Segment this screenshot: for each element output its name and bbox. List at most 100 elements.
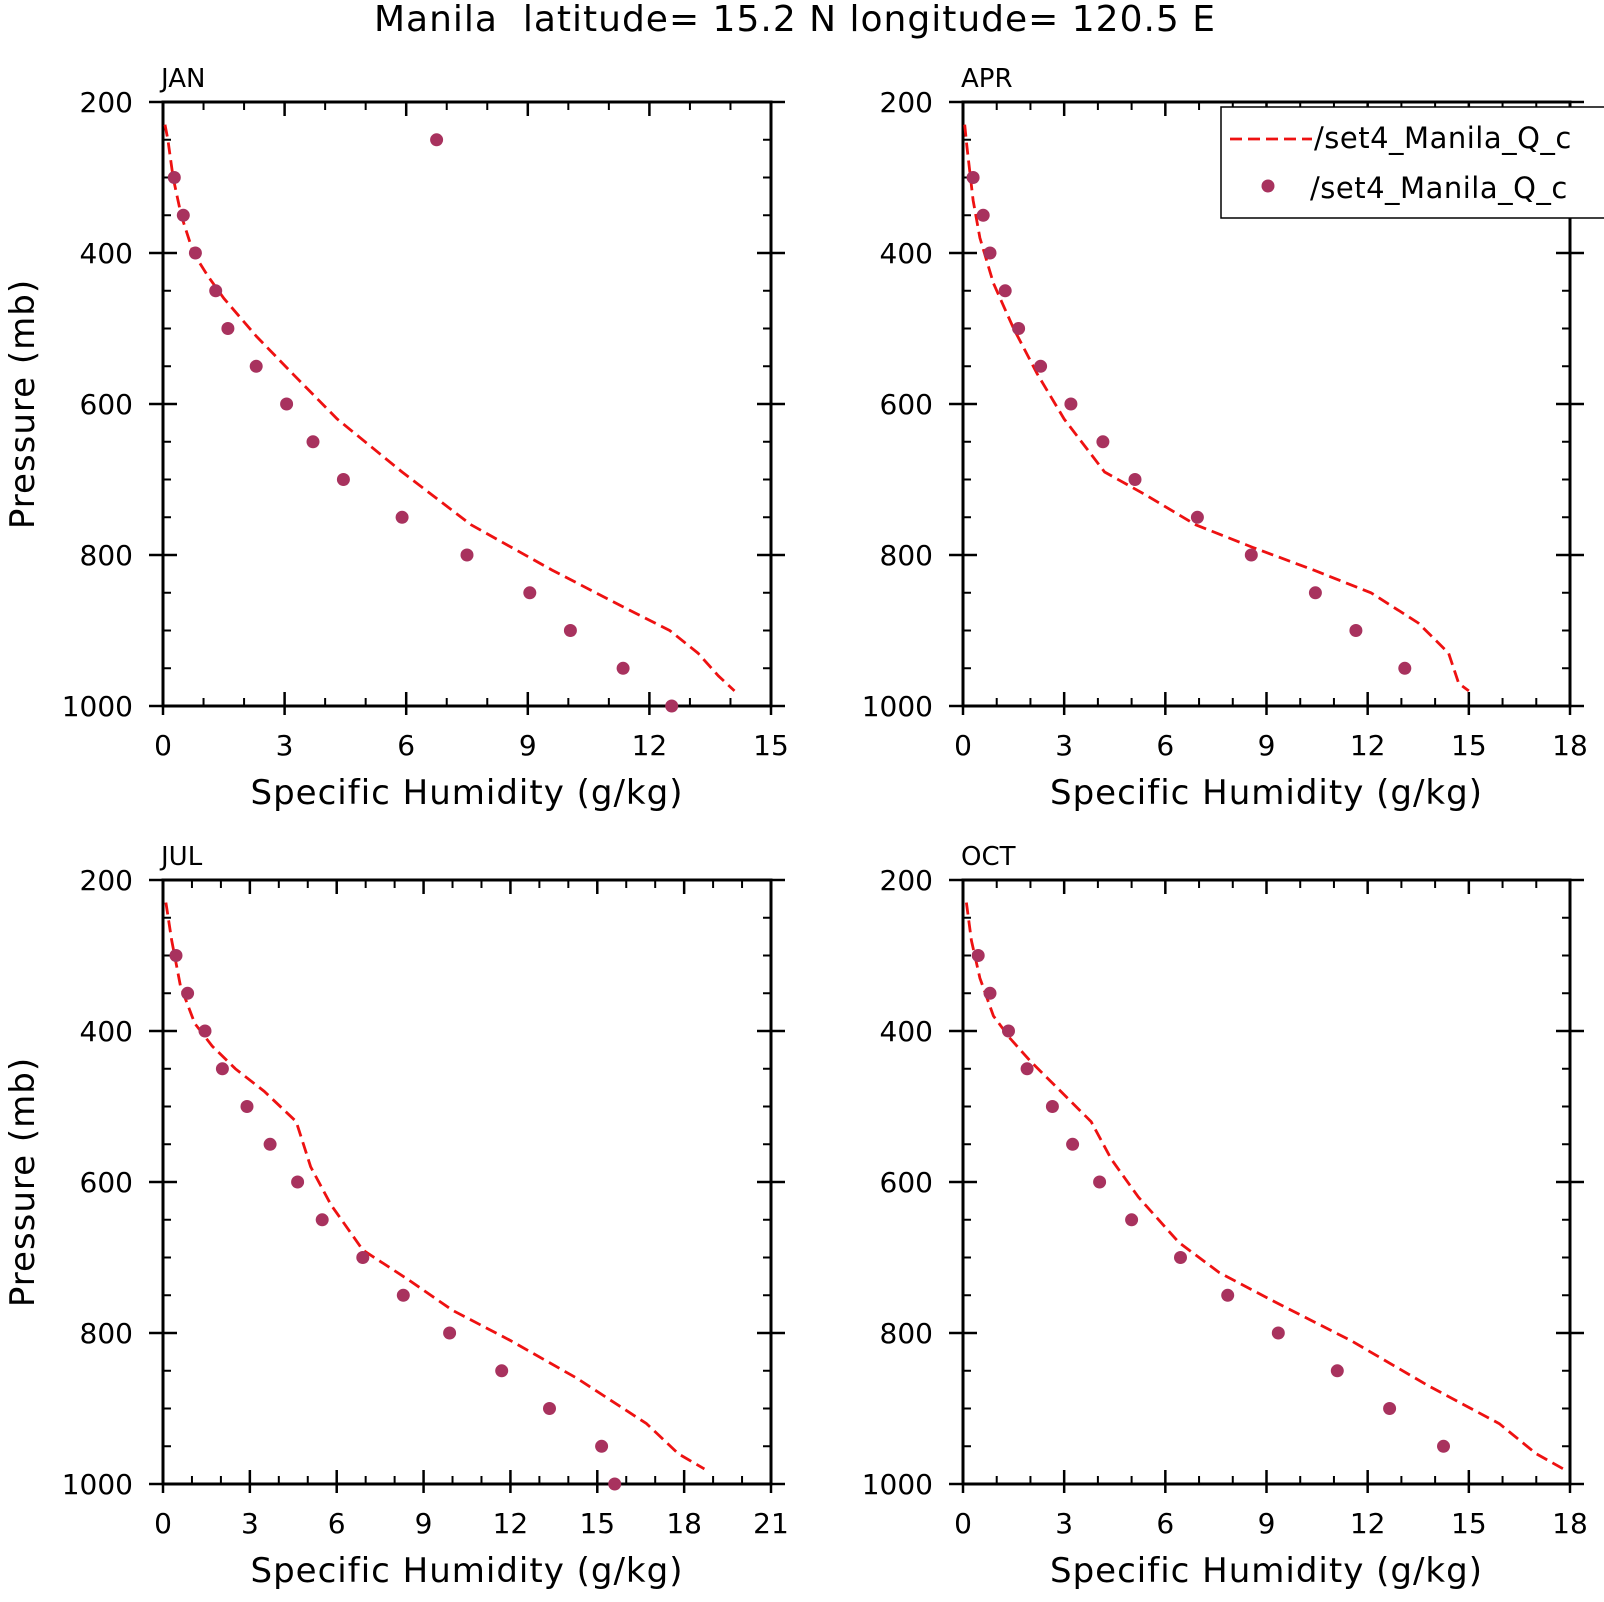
x-tick-label: 3: [241, 1507, 259, 1540]
y-tick-label: 1000: [62, 1468, 133, 1501]
obs-point-oct: [1020, 1062, 1034, 1076]
y-tick-label: 200: [80, 86, 133, 119]
panel-label-jan: JAN: [159, 64, 205, 94]
obs-point-jul: [198, 1024, 212, 1038]
obs-point-jan: [395, 510, 409, 524]
x-tick-label: 15: [1451, 1507, 1487, 1540]
x-tick-label: 15: [1451, 729, 1487, 762]
x-tick-label: 0: [954, 1507, 972, 1540]
x-tick-label: 0: [954, 729, 972, 762]
obs-point-apr: [1308, 586, 1322, 600]
y-tick-label: 400: [880, 1015, 933, 1048]
obs-point-jul: [443, 1326, 457, 1340]
obs-point-oct: [983, 986, 997, 1000]
panel-label-oct: OCT: [961, 842, 1016, 872]
x-tick-label: 3: [276, 729, 294, 762]
y-tick-label: 800: [80, 1317, 133, 1350]
y-tick-label: 600: [80, 1166, 133, 1199]
obs-point-jul: [169, 949, 183, 962]
obs-point-apr: [1012, 322, 1026, 335]
y-tick-label: 1000: [862, 690, 933, 723]
y-tick-label: 600: [880, 388, 933, 421]
obs-point-jan: [336, 473, 350, 486]
y-tick-label: 600: [880, 1166, 933, 1199]
obs-point-oct: [1437, 1439, 1450, 1453]
x-axis-title: Specific Humidity (g/kg): [1050, 1551, 1483, 1591]
y-tick-label: 1000: [62, 690, 133, 723]
y-tick-label: 800: [880, 1317, 933, 1350]
obs-point-jan: [167, 171, 181, 184]
x-tick-label: 18: [1552, 1507, 1588, 1540]
x-tick-label: 15: [579, 1507, 615, 1540]
model-profile-line-jan: [163, 124, 736, 692]
y-tick-label: 200: [880, 864, 933, 897]
x-tick-label: 9: [1258, 729, 1276, 762]
obs-point-oct: [1066, 1137, 1080, 1151]
x-tick-label: 6: [328, 1507, 346, 1540]
obs-point-oct: [1330, 1364, 1344, 1378]
obs-point-oct: [1125, 1213, 1139, 1227]
obs-point-jan: [280, 397, 294, 411]
figure-title: Manila latitude= 15.2 N longitude= 120.5…: [374, 0, 1216, 40]
x-tick-label: 6: [1156, 1507, 1174, 1540]
obs-point-jul: [595, 1439, 609, 1453]
obs-point-oct: [1093, 1175, 1107, 1189]
obs-point-jul: [240, 1100, 254, 1113]
obs-point-oct: [1221, 1288, 1235, 1302]
x-tick-label: 12: [632, 729, 668, 762]
model-profile-line-oct: [965, 902, 1564, 1471]
x-axis-title: Specific Humidity (g/kg): [1050, 773, 1483, 813]
y-tick-label: 600: [80, 388, 133, 421]
obs-point-apr: [1064, 397, 1078, 411]
obs-point-apr: [1034, 359, 1048, 373]
obs-point-jul: [291, 1175, 305, 1189]
x-axis-title: Specific Humidity (g/kg): [251, 773, 684, 813]
plot-frame-jul: [161, 878, 773, 1486]
obs-point-oct: [1002, 1024, 1015, 1038]
model-profile-line-apr: [963, 124, 1470, 693]
x-tick-label: 9: [519, 729, 537, 762]
panel-oct: 0 3 6 9 12 15 18 200 400 600 800 1000 OCT Specific Hu…: [862, 842, 1588, 1591]
chart-legend: /set4_Manila_Q_c /set4_Manila_Q_c: [1220, 106, 1604, 219]
obs-point-jan: [188, 246, 202, 260]
legend-model-label: /set4_Manila_Q_c: [1314, 121, 1572, 155]
legend-obs-marker: [1261, 179, 1275, 193]
y-tick-label: 400: [880, 237, 933, 270]
obs-point-jan: [221, 322, 235, 335]
obs-point-apr: [1190, 510, 1204, 524]
x-tick-label: 21: [753, 1507, 789, 1540]
obs-point-jan: [563, 624, 577, 637]
obs-point-jan: [430, 133, 444, 147]
panel-jul: 0 3 6 9 12 15 18 21 200 400 600 800 1000 JUL Specific …: [3, 842, 789, 1591]
x-tick-label: 3: [1055, 729, 1073, 762]
y-tick-label: 1000: [862, 1468, 933, 1501]
obs-point-apr: [1349, 624, 1363, 637]
y-axis-title: Pressure (mb): [3, 279, 43, 529]
obs-point-apr: [1398, 661, 1412, 675]
obs-point-oct: [1174, 1251, 1187, 1264]
obs-point-oct: [1045, 1100, 1059, 1113]
obs-point-jan: [176, 208, 190, 222]
obs-point-jan: [523, 586, 537, 600]
obs-point-apr: [1128, 473, 1142, 486]
x-tick-label: 18: [666, 1507, 702, 1540]
x-tick-label: 6: [1156, 729, 1174, 762]
obs-point-jan: [665, 699, 679, 713]
obs-point-oct: [1271, 1326, 1285, 1340]
x-axis-title: Specific Humidity (g/kg): [251, 1551, 684, 1591]
obs-point-oct: [1383, 1402, 1397, 1415]
obs-point-apr: [983, 246, 997, 260]
obs-point-jan: [616, 661, 630, 675]
y-axis-title: Pressure (mb): [3, 1057, 43, 1307]
obs-point-jan: [209, 284, 223, 298]
obs-point-jul: [356, 1251, 370, 1264]
x-tick-label: 0: [154, 729, 172, 762]
x-tick-label: 9: [1258, 1507, 1276, 1540]
obs-point-jul: [543, 1402, 556, 1415]
legend-box: [1220, 106, 1604, 219]
y-tick-label: 800: [880, 539, 933, 572]
obs-point-jan: [249, 359, 263, 373]
x-tick-label: 12: [1350, 1507, 1386, 1540]
obs-point-jan: [306, 435, 320, 449]
